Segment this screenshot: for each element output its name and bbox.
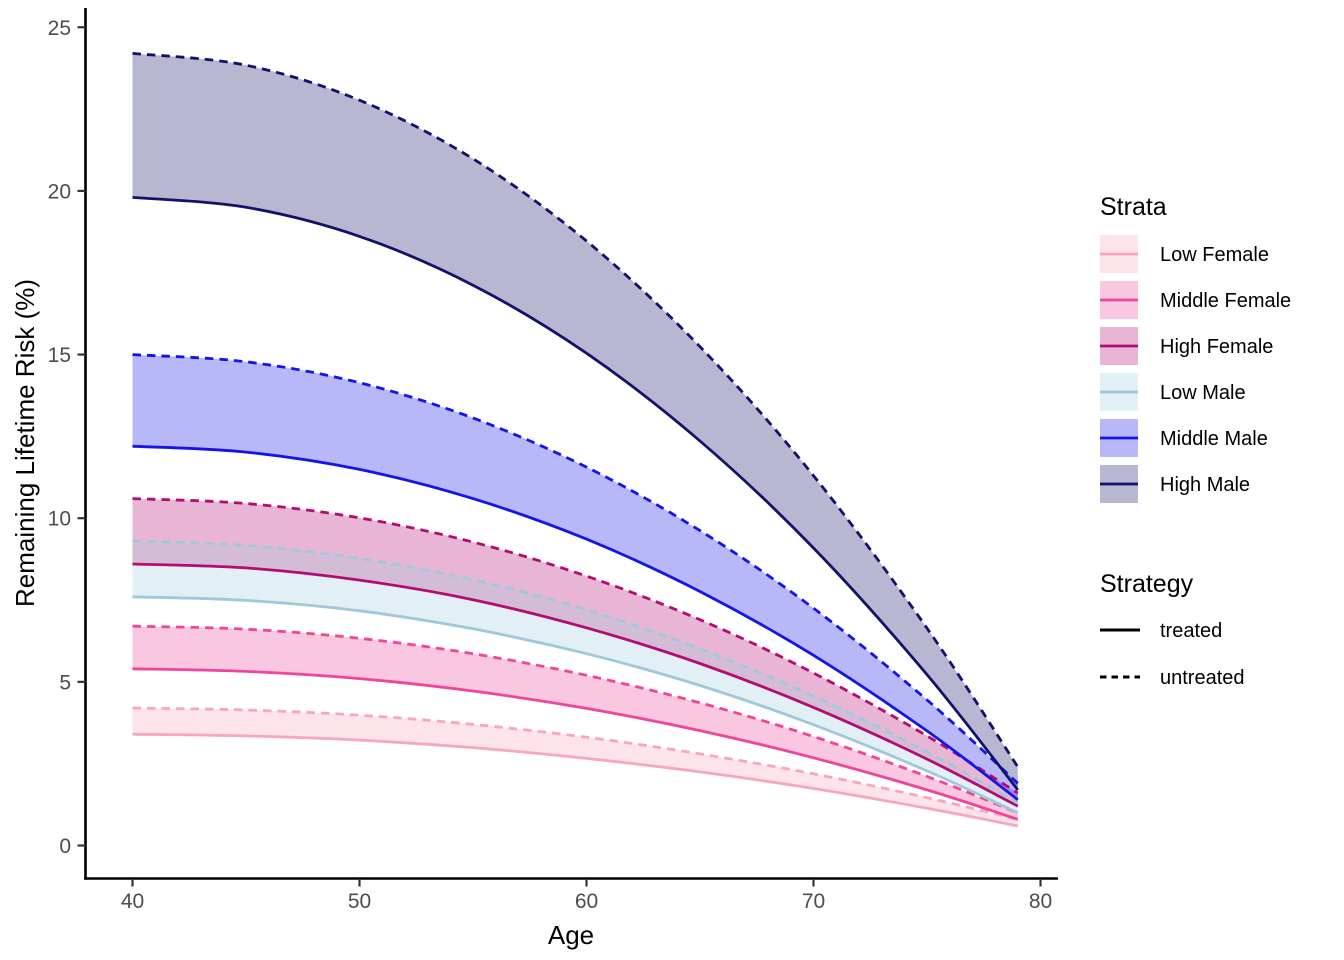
legend-strategy-label: treated [1160, 620, 1222, 642]
x-tick-label: 80 [1029, 890, 1052, 913]
line-middle-female-untreated [132, 624, 1019, 815]
axes [77, 8, 1058, 887]
ribbon-middle-male [132, 354, 1018, 800]
legend-item-low-female: Low Female [1100, 235, 1269, 273]
legend-strata-label: Low Male [1160, 382, 1246, 404]
legend-item-low-male: Low Male [1100, 373, 1246, 411]
legend-item-high-female: High Female [1100, 327, 1273, 365]
legend-strata-label: Low Female [1160, 244, 1269, 266]
line-low-female-untreated [132, 706, 1019, 821]
ribbon-middle-female [132, 626, 1018, 820]
line-layer [132, 52, 1019, 828]
legend-item-high-male: High Male [1100, 465, 1250, 503]
ribbon-high-male [132, 53, 1018, 790]
legend-strategy-title: Strategy [1100, 570, 1194, 598]
y-tick-label: 15 [48, 344, 71, 367]
y-tick-label: 5 [59, 671, 71, 694]
legend-strata-label: Middle Female [1160, 290, 1291, 312]
y-tick-label: 25 [48, 17, 71, 40]
legend-strata-label: Middle Male [1160, 428, 1268, 450]
legend-item-treated: treated [1100, 620, 1222, 642]
y-tick-label: 10 [48, 508, 71, 531]
line-low-male-treated [132, 595, 1019, 815]
legend-strata-items: Low Female Middle Female High Female Low Ma… [1100, 235, 1291, 503]
legend-strategy-items: treated untreated [1100, 620, 1245, 689]
x-axis-title: Age [548, 920, 594, 950]
legend-strata-label: High Male [1160, 474, 1250, 496]
ribbon-low-female [132, 708, 1018, 826]
line-high-female-untreated [132, 497, 1019, 795]
x-tick-label: 70 [802, 890, 825, 913]
line-low-female-treated [132, 732, 1019, 828]
legend-item-middle-female: Middle Female [1100, 281, 1291, 319]
x-tick-label: 60 [575, 890, 598, 913]
y-tick-label: 0 [59, 835, 71, 858]
line-middle-male-untreated [132, 353, 1019, 785]
legend: Strata Low Female Middle Female High Femal… [1100, 193, 1291, 689]
line-low-male-untreated [132, 539, 1019, 805]
line-high-female-treated [132, 562, 1019, 808]
y-tick-label: 20 [48, 180, 71, 203]
legend-strata-label: High Female [1160, 336, 1273, 358]
legend-strata-title: Strata [1100, 193, 1167, 221]
legend-item-untreated: untreated [1100, 667, 1245, 689]
line-high-male-treated [132, 196, 1019, 791]
legend-item-middle-male: Middle Male [1100, 419, 1268, 457]
x-tick-label: 50 [348, 890, 371, 913]
ribbon-high-female [132, 498, 1018, 807]
line-middle-female-treated [132, 667, 1019, 821]
tick-labels: 0 5 10 15 20 25 40 50 60 70 80 [48, 17, 1053, 913]
legend-strategy-label: untreated [1160, 667, 1245, 689]
line-high-male-untreated [132, 52, 1019, 768]
y-axis-title: Remaining Lifetime Risk (%) [10, 279, 40, 607]
x-tick-label: 40 [121, 890, 144, 913]
line-middle-male-treated [132, 444, 1019, 801]
